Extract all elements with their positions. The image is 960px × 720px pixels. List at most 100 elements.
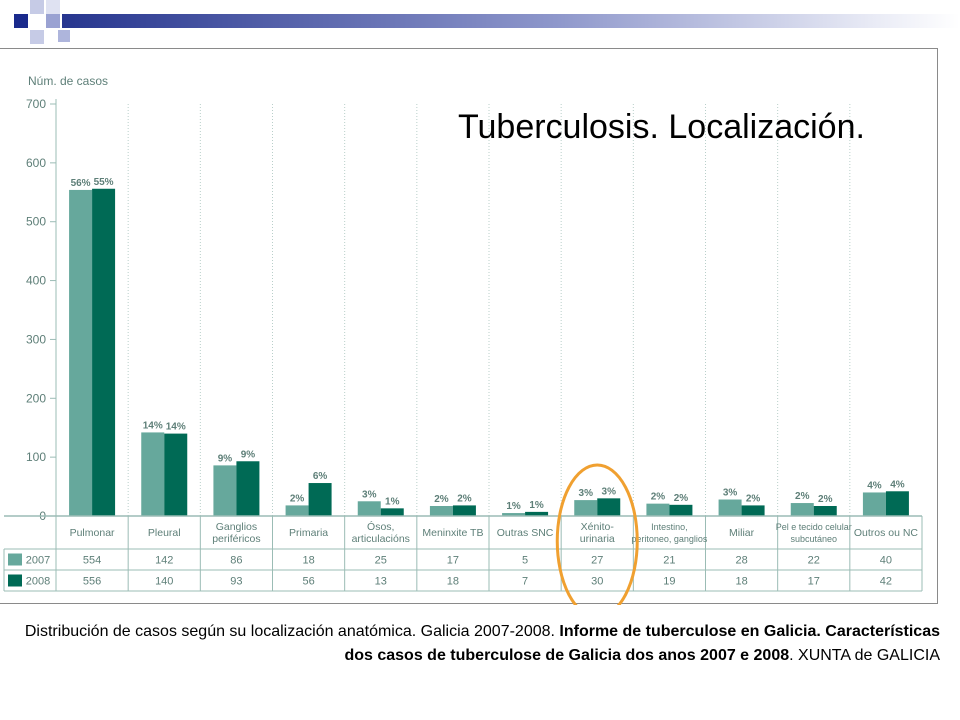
bar-2007 [502, 513, 526, 516]
bar-2008 [308, 483, 332, 516]
template-square-light [46, 0, 60, 14]
bar-2007 [213, 465, 237, 516]
bar-2008 [164, 433, 188, 516]
x-tick-label: articulacións [352, 533, 410, 545]
data-label-2008: 9% [241, 449, 256, 460]
template-square-light [30, 30, 44, 44]
x-tick-label: Primaria [289, 527, 328, 539]
table-cell: 30 [591, 576, 603, 588]
y-tick-label: 300 [26, 332, 46, 346]
x-tick-label: Xénito- [581, 521, 615, 533]
data-label-2007: 9% [218, 453, 233, 464]
data-label-2008: 1% [529, 500, 544, 511]
data-label-2007: 2% [434, 494, 449, 505]
data-label-2008: 55% [94, 177, 114, 188]
data-label-2007: 2% [795, 491, 810, 502]
data-label-2008: 4% [890, 479, 905, 490]
table-cell: 5 [522, 555, 528, 567]
data-label-2007: 56% [71, 178, 91, 189]
template-gradient-bar [62, 14, 960, 28]
data-label-2008: 2% [746, 493, 761, 504]
table-cell: 21 [663, 555, 675, 567]
slide-title: Tuberculosis. Localización. [458, 108, 865, 146]
y-axis-label: Núm. de casos [28, 74, 108, 88]
data-label-2008: 14% [166, 422, 186, 433]
bar-2007 [141, 432, 165, 516]
table-cell: 27 [591, 555, 603, 567]
template-square-mid [46, 14, 60, 28]
y-tick-label: 700 [26, 97, 46, 111]
y-tick-label: 500 [26, 215, 46, 229]
table-cell: 13 [375, 576, 387, 588]
x-tick-label: Intestino, [651, 522, 688, 532]
table-cell: 22 [808, 555, 820, 567]
data-label-2008: 3% [602, 486, 617, 497]
bar-2007 [790, 503, 814, 516]
table-cell: 17 [447, 555, 459, 567]
chart-frame: Núm. de casos 0 100 200 300 400 500 600 700 56% 55… [0, 48, 938, 605]
table-cell: 40 [880, 555, 892, 567]
table-cell: 142 [155, 555, 173, 567]
bar-2007 [357, 501, 381, 516]
y-tick-label: 100 [26, 450, 46, 464]
data-label-2007: 3% [723, 488, 738, 499]
x-tick-label: Meninxite TB [422, 527, 483, 539]
table-cell: 554 [83, 555, 101, 567]
caption-publisher: . XUNTA de GALICIA [789, 647, 940, 664]
data-label-2008: 2% [818, 494, 833, 505]
x-tick-label: urinaria [580, 533, 615, 545]
data-label-2007: 1% [506, 501, 521, 512]
highlight-ellipse [555, 463, 639, 605]
data-label-2008: 2% [457, 493, 472, 504]
template-square-light [30, 0, 44, 14]
x-tick-label: Pel e tecido celular [776, 522, 852, 532]
x-tick-label: subcutáneo [790, 534, 837, 544]
bar-2008 [741, 505, 765, 516]
y-tick-label: 200 [26, 391, 46, 405]
bar-2007 [862, 492, 886, 516]
x-tick-label: Miliar [729, 527, 755, 539]
legend-swatch-2007 [8, 553, 22, 566]
bar-2008 [885, 491, 909, 516]
x-tick-label: periféricos [212, 533, 260, 545]
bar-2008 [380, 508, 404, 516]
x-tick-label: Pleural [148, 527, 181, 539]
table-cell: 19 [663, 576, 675, 588]
data-label-2007: 2% [651, 492, 666, 503]
data-label-2007: 3% [362, 489, 377, 500]
table-cell: 18 [447, 576, 459, 588]
bar-2007 [69, 189, 93, 516]
data-label-2007: 2% [290, 493, 305, 504]
x-tick-label: Ganglios [216, 521, 257, 533]
bar-2008 [525, 511, 549, 516]
caption-text: Distribución de casos según su localizac… [24, 623, 560, 640]
bar-2007 [574, 500, 598, 516]
data-label-2008: 2% [674, 493, 689, 504]
bar-2007 [429, 505, 453, 516]
data-label-2008: 1% [385, 496, 400, 507]
y-tick-label: 600 [26, 156, 46, 170]
table-cell: 18 [735, 576, 747, 588]
x-tick-label: Ósos, [367, 520, 394, 533]
table-cell: 93 [230, 576, 242, 588]
table-cell: 56 [302, 576, 314, 588]
table-cell: 7 [522, 576, 528, 588]
data-label-2007: 14% [143, 420, 163, 431]
table-cell: 556 [83, 576, 101, 588]
caption: Distribución de casos según su localizac… [20, 620, 940, 668]
table-cell: 86 [230, 555, 242, 567]
x-tick-label: peritoneo, ganglios [631, 534, 708, 544]
legend-swatch-2008 [8, 574, 22, 587]
table-cell: 25 [375, 555, 387, 567]
bar-2007 [285, 505, 309, 516]
bar-2007 [646, 503, 670, 516]
table-cell: 17 [808, 576, 820, 588]
bar-2008 [813, 505, 837, 516]
template-square-navy [14, 14, 28, 28]
data-label-2007: 3% [579, 488, 594, 499]
table-cell: 140 [155, 576, 173, 588]
table-cell: 42 [880, 576, 892, 588]
x-tick-label: Outros ou NC [854, 527, 919, 539]
bar-2008 [452, 505, 476, 516]
